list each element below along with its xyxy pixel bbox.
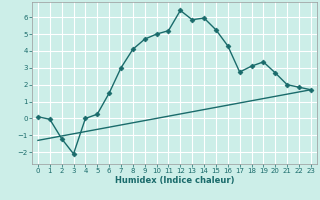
X-axis label: Humidex (Indice chaleur): Humidex (Indice chaleur) (115, 176, 234, 185)
